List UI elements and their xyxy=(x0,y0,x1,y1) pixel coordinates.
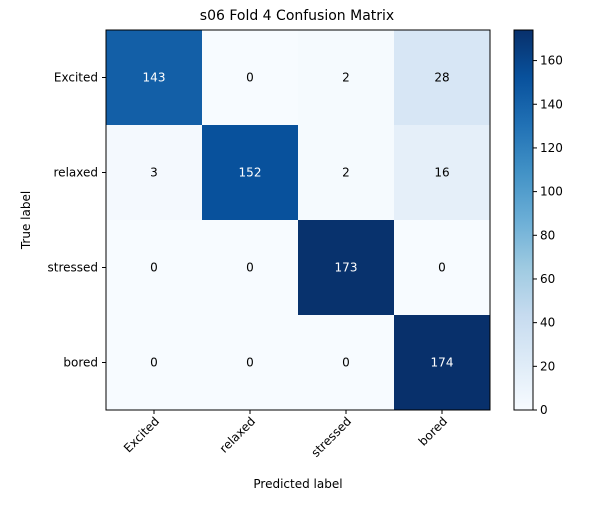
heatmap-cells xyxy=(106,30,491,411)
heatmap-cell xyxy=(394,30,491,126)
y-axis-label: True label xyxy=(19,191,33,250)
colorbar-tick-label: 160 xyxy=(540,54,563,68)
cell-value-label: 173 xyxy=(335,261,358,275)
x-axis-label: Predicted label xyxy=(253,477,342,491)
cell-value-label: 28 xyxy=(434,71,449,85)
heatmap-cell xyxy=(106,220,203,316)
cell-value-label: 143 xyxy=(143,71,166,85)
colorbar-tick-label: 60 xyxy=(540,272,555,286)
y-tick-label: stressed xyxy=(47,261,98,275)
heatmap-cell-labels: 143 0 2 28 3 152 2 16 0 0 173 0 0 0 0 174 xyxy=(143,71,454,370)
cell-value-label: 174 xyxy=(431,356,454,370)
heatmap-cell xyxy=(298,125,395,221)
heatmap-cell xyxy=(106,315,203,411)
heatmap-cell xyxy=(202,125,299,221)
x-tick-label: Excited xyxy=(121,414,162,455)
colorbar-tick-label: 100 xyxy=(540,185,563,199)
colorbar-tick-label: 80 xyxy=(540,228,555,242)
heatmap-cell xyxy=(394,315,491,411)
cell-value-label: 0 xyxy=(246,356,254,370)
y-tick-label: Excited xyxy=(54,71,98,85)
cell-value-label: 2 xyxy=(342,71,350,85)
cell-value-label: 0 xyxy=(246,71,254,85)
heatmap-cell xyxy=(202,220,299,316)
cell-value-label: 2 xyxy=(342,166,350,180)
heatmap-cell xyxy=(298,220,395,316)
colorbar-ticks: 0 20 40 60 80 100 120 140 160 xyxy=(533,54,563,417)
heatmap-cell xyxy=(106,30,203,126)
cell-value-label: 0 xyxy=(246,261,254,275)
y-tick-label: bored xyxy=(63,356,98,370)
heatmap-cell xyxy=(298,315,395,411)
heatmap-cell xyxy=(394,125,491,221)
cell-value-label: 152 xyxy=(239,166,262,180)
colorbar xyxy=(513,29,534,411)
cell-value-label: 16 xyxy=(434,166,449,180)
cell-value-label: 0 xyxy=(150,356,158,370)
heatmap-cell xyxy=(394,220,491,316)
heatmap-cell xyxy=(106,125,203,221)
x-tick-label: relaxed xyxy=(217,414,258,455)
colorbar-tick-label: 120 xyxy=(540,141,563,155)
chart-title: s06 Fold 4 Confusion Matrix xyxy=(200,8,394,24)
cell-value-label: 3 xyxy=(150,166,158,180)
colorbar-tick-label: 0 xyxy=(540,403,548,417)
plot-frame xyxy=(105,29,491,411)
x-tick-label: stressed xyxy=(309,414,355,460)
y-tick-label: relaxed xyxy=(54,166,98,180)
colorbar-tick-label: 140 xyxy=(540,97,563,111)
cell-value-label: 0 xyxy=(150,261,158,275)
cell-value-label: 0 xyxy=(342,356,350,370)
heatmap-cell xyxy=(298,30,395,126)
x-axis-ticks: Excited relaxed stressed bored xyxy=(121,410,450,460)
cell-value-label: 0 xyxy=(438,261,446,275)
y-axis-ticks: Excited relaxed stressed bored xyxy=(47,71,106,370)
x-tick-label: bored xyxy=(416,414,450,448)
heatmap-cell xyxy=(202,315,299,411)
colorbar-tick-label: 40 xyxy=(540,316,555,330)
heatmap-cell xyxy=(202,30,299,126)
colorbar-tick-label: 20 xyxy=(540,359,555,373)
